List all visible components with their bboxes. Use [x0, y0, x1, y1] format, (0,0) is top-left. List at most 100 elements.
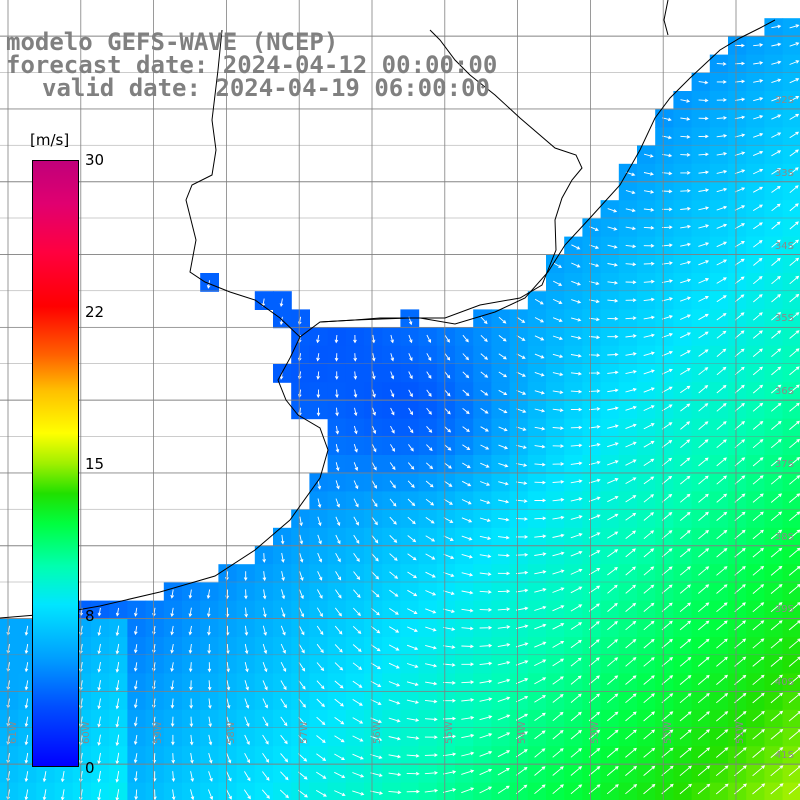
wind-arrow — [244, 698, 250, 709]
wind-arrow — [643, 279, 655, 284]
wind-arrow — [734, 511, 746, 521]
wind-arrow — [425, 498, 435, 506]
wind-arrow — [534, 516, 547, 521]
legend-tick-0: 0 — [85, 759, 95, 777]
wind-arrow — [752, 674, 765, 686]
wind-arrow — [680, 403, 691, 412]
wind-arrow — [625, 477, 637, 484]
wind-arrow — [661, 620, 673, 631]
wind-arrow — [607, 531, 619, 539]
wind-arrow — [771, 168, 781, 175]
wind-arrow — [389, 534, 398, 543]
lat-label-34s: 34S — [774, 241, 794, 252]
wind-arrow — [643, 369, 655, 375]
wind-arrow — [753, 294, 763, 303]
wind-arrow — [190, 771, 195, 783]
wind-arrow — [698, 511, 709, 521]
wind-arrow — [115, 680, 120, 692]
wind-arrow — [426, 334, 432, 344]
wind-arrow — [753, 132, 764, 138]
wind-arrow — [752, 511, 764, 522]
wind-arrow — [680, 153, 691, 157]
wind-arrow — [625, 387, 637, 393]
wind-arrow — [461, 499, 472, 505]
wind-arrow — [170, 662, 174, 673]
wind-arrow — [189, 698, 193, 709]
wind-arrow — [352, 735, 364, 742]
wind-arrow — [698, 566, 710, 576]
wind-arrow — [461, 715, 475, 720]
wind-arrow — [661, 368, 673, 375]
lat-label-39s: 39S — [774, 604, 794, 615]
wind-arrow — [353, 371, 358, 380]
wind-arrow — [698, 98, 709, 103]
wind-arrow — [770, 656, 783, 667]
wind-arrow — [679, 747, 692, 758]
wind-cell — [254, 782, 274, 800]
wind-arrow — [133, 753, 138, 764]
wind-arrow — [279, 316, 284, 326]
wind-arrow — [534, 605, 547, 611]
wind-arrow — [534, 570, 547, 575]
wind-arrow — [752, 747, 766, 758]
wind-arrow — [353, 571, 361, 581]
wind-arrow — [262, 753, 270, 763]
wind-arrow — [461, 590, 474, 595]
lat-label-38s: 38S — [774, 532, 794, 543]
wind-arrow — [534, 371, 545, 377]
wind-arrow — [661, 656, 674, 667]
wind-arrow — [752, 348, 763, 357]
wind-arrow — [698, 493, 709, 503]
wind-arrow — [188, 607, 193, 618]
wind-arrow — [752, 783, 766, 795]
wind-arrow — [716, 475, 728, 485]
wind-arrow — [589, 621, 600, 631]
wind-arrow — [770, 729, 784, 740]
wind-arrow — [679, 729, 692, 740]
wind-arrow — [24, 625, 29, 636]
wind-arrow — [770, 638, 783, 649]
wind-arrow — [625, 747, 637, 758]
wind-arrow — [353, 389, 358, 398]
wind-arrow — [443, 663, 456, 667]
wind-arrow — [589, 281, 600, 286]
wind-arrow — [734, 97, 746, 102]
wind-cell — [782, 782, 800, 800]
wind-arrow — [281, 552, 285, 563]
wind-arrow — [406, 771, 420, 776]
wind-arrow — [643, 747, 656, 758]
wind-arrow — [425, 590, 437, 596]
wind-arrow — [97, 716, 101, 728]
wind-arrow — [588, 711, 601, 722]
wind-arrow — [371, 462, 377, 471]
wind-arrow — [698, 224, 710, 229]
wind-arrow — [425, 535, 436, 542]
wind-arrow — [461, 517, 473, 523]
wind-arrow — [698, 602, 710, 613]
wind-arrow — [716, 511, 728, 521]
wind-arrow — [115, 698, 120, 710]
wind-arrow — [534, 695, 546, 703]
wind-arrow — [407, 589, 418, 597]
wind-arrow — [643, 638, 655, 649]
wind-arrow — [498, 371, 508, 378]
wind-arrow — [589, 226, 599, 231]
wind-arrow — [480, 316, 488, 325]
wind-arrow — [479, 625, 493, 630]
wind-arrow — [390, 407, 395, 416]
wind-arrow — [97, 770, 101, 783]
wind-arrow — [334, 753, 345, 761]
wind-arrow — [643, 208, 655, 212]
wind-arrow — [643, 405, 655, 412]
wind-arrow — [698, 170, 710, 175]
wind-cell — [345, 782, 365, 800]
wind-arrow — [680, 350, 691, 357]
wind-arrow — [589, 317, 600, 322]
wind-arrow — [625, 423, 637, 430]
wind-arrow — [679, 566, 691, 576]
wind-arrow — [390, 389, 395, 398]
wind-arrow — [534, 444, 546, 449]
wind-arrow — [661, 638, 673, 649]
wind-arrow — [497, 714, 511, 721]
wind-arrow — [334, 717, 345, 725]
